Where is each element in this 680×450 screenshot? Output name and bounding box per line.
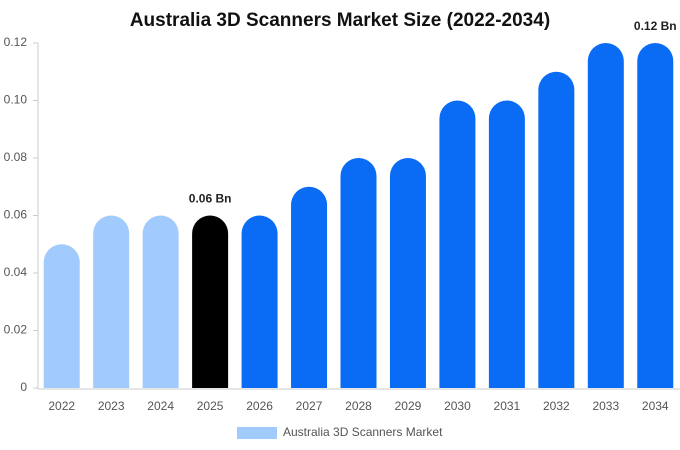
x-tick-label: 2031 [494, 399, 521, 413]
y-tick-label: 0 [20, 380, 27, 394]
x-tick-label: 2030 [444, 399, 471, 413]
y-tick-label: 0.02 [4, 323, 28, 337]
bar [637, 43, 674, 388]
chart-title: Australia 3D Scanners Market Size (2022-… [130, 10, 550, 31]
value-label: 0.12 Bn [634, 19, 677, 33]
x-tick-label: 2023 [98, 399, 125, 413]
y-tick-label: 0.10 [4, 93, 28, 107]
bar [488, 100, 525, 388]
x-tick-label: 2026 [246, 399, 273, 413]
x-tick-label: 2033 [592, 399, 619, 413]
bar [538, 71, 575, 388]
y-tick-label: 0.06 [4, 208, 28, 222]
bar [587, 43, 624, 388]
x-tick-label: 2027 [296, 399, 323, 413]
x-tick-label: 2034 [642, 399, 669, 413]
y-tick-label: 0.12 [4, 35, 28, 49]
y-tick-label: 0.08 [4, 150, 28, 164]
bar [43, 244, 80, 388]
x-tick-label: 2024 [147, 399, 174, 413]
x-tick-label: 2022 [48, 399, 75, 413]
bar [291, 186, 328, 388]
legend-label: Australia 3D Scanners Market [283, 425, 443, 439]
bar [142, 215, 179, 388]
x-tick-label: 2028 [345, 399, 372, 413]
bar [439, 100, 476, 388]
bar [192, 215, 229, 388]
value-label: 0.06 Bn [189, 192, 232, 206]
x-tick-label: 2025 [197, 399, 224, 413]
legend-swatch [237, 427, 277, 439]
y-tick-label: 0.04 [4, 265, 28, 279]
bar [340, 158, 377, 388]
x-tick-label: 2032 [543, 399, 570, 413]
bar [93, 215, 130, 388]
x-tick-label: 2029 [395, 399, 422, 413]
bar [389, 158, 426, 388]
bar [241, 215, 278, 388]
